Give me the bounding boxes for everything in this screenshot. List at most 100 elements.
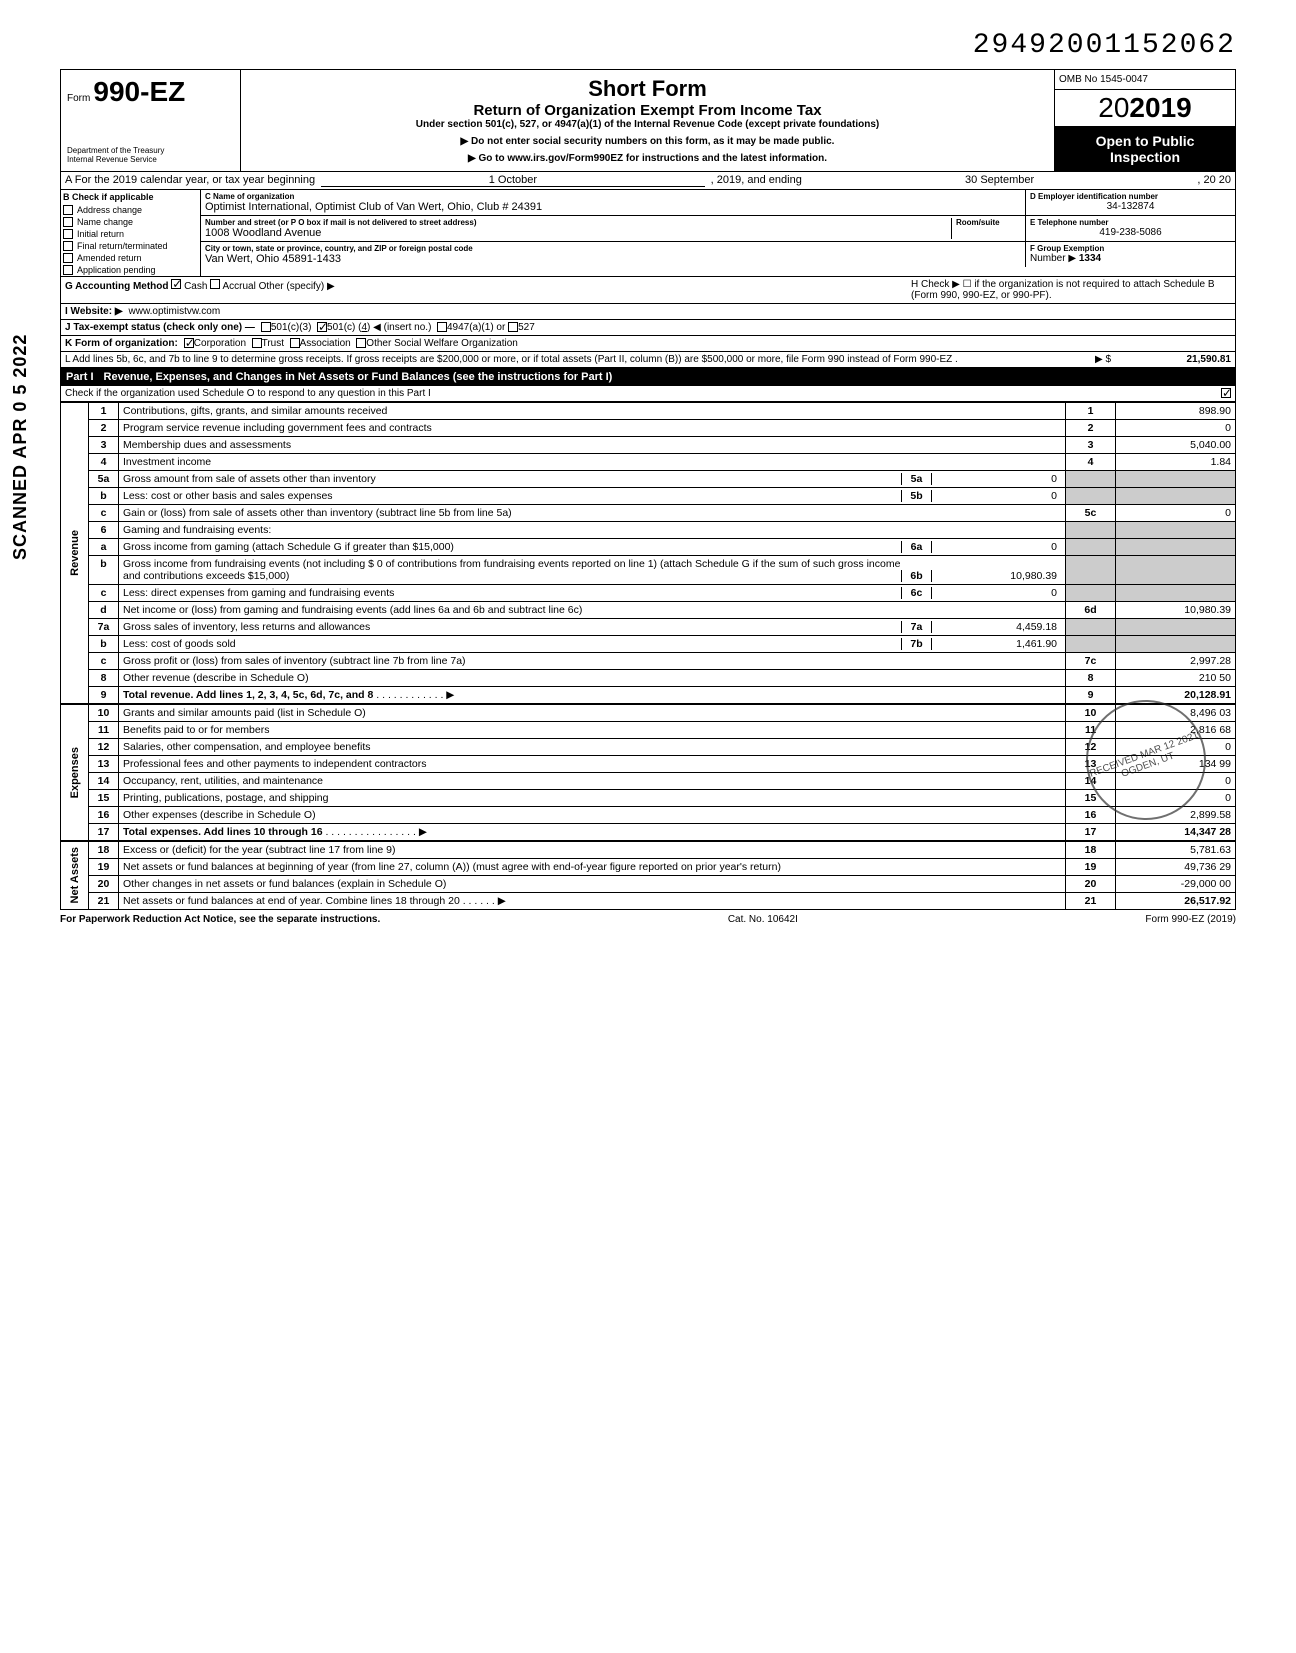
chk-label: Application pending — [77, 265, 156, 275]
chk-cash[interactable] — [171, 279, 181, 289]
line-amt[interactable]: 5,040.00 — [1116, 437, 1236, 454]
line-5c: cGain or (loss) from sale of assets othe… — [89, 505, 1236, 522]
line-amt[interactable]: -29,000 00 — [1116, 876, 1236, 893]
group-number-label: Number ▶ — [1030, 253, 1076, 264]
year-val: 2019 — [1129, 92, 1191, 123]
group-number[interactable]: 1334 — [1079, 253, 1101, 264]
line-desc: Other changes in net assets or fund bala… — [119, 876, 1066, 893]
website-value[interactable]: www.optimistvw.com — [129, 306, 221, 317]
line-l-text: L Add lines 5b, 6c, and 7b to line 9 to … — [65, 354, 1051, 365]
chk-address-change[interactable]: Address change — [61, 204, 200, 216]
room-label: Room/suite — [956, 218, 1021, 227]
line-col: 15 — [1066, 790, 1116, 807]
line-5a: 5aGross amount from sale of assets other… — [89, 471, 1236, 488]
4947-label: 4947(a)(1) or — [447, 322, 505, 333]
gross-receipts[interactable]: 21,590.81 — [1111, 354, 1231, 365]
chk-accrual[interactable] — [210, 279, 220, 289]
inner-amt[interactable]: 0 — [932, 541, 1061, 553]
line-amt[interactable]: 898.90 — [1116, 403, 1236, 420]
line-amt[interactable]: 2,899.58 — [1116, 807, 1236, 824]
org-city[interactable]: Van Wert, Ohio 45891-1433 — [205, 253, 1021, 265]
org-address[interactable]: 1008 Woodland Avenue — [205, 227, 951, 239]
chk-corp[interactable] — [184, 338, 194, 348]
chk-trust[interactable] — [252, 338, 262, 348]
line-20: 20Other changes in net assets or fund ba… — [89, 876, 1236, 893]
col-b-header: B Check if applicable — [61, 190, 200, 204]
line-amt[interactable]: 14,347 28 — [1116, 824, 1236, 841]
chk-501c3[interactable] — [261, 322, 271, 332]
line-desc: Professional fees and other payments to … — [119, 756, 1066, 773]
chk-application-pending[interactable]: Application pending — [61, 264, 200, 276]
line-3: 3Membership dues and assessments35,040.0… — [89, 437, 1236, 454]
line-amt[interactable]: 49,736 29 — [1116, 859, 1236, 876]
inner-amt[interactable]: 0 — [932, 473, 1061, 485]
line-amt[interactable]: 2,816 68 — [1116, 722, 1236, 739]
part1-schedule-o-check[interactable] — [1221, 388, 1231, 398]
line-11: 11Benefits paid to or for members112,816… — [89, 722, 1236, 739]
part1-header: Part I Revenue, Expenses, and Changes in… — [60, 368, 1236, 386]
line-7b: bLess: cost of goods sold7b1,461.90 — [89, 636, 1236, 653]
gray-cell — [1066, 556, 1116, 585]
line-amt[interactable]: 0 — [1116, 505, 1236, 522]
line-col: 10 — [1066, 705, 1116, 722]
chk-4947[interactable] — [437, 322, 447, 332]
line-amt[interactable]: 0 — [1116, 773, 1236, 790]
chk-501c[interactable] — [317, 322, 327, 332]
part1-num: Part I — [66, 371, 94, 383]
footer-left: For Paperwork Reduction Act Notice, see … — [60, 914, 380, 925]
chk-amended-return[interactable]: Amended return — [61, 252, 200, 264]
line-amt[interactable]: 20,128.91 — [1116, 687, 1236, 704]
chk-name-change[interactable]: Name change — [61, 216, 200, 228]
line-amt[interactable]: 1.84 — [1116, 454, 1236, 471]
line-amt[interactable]: 210 50 — [1116, 670, 1236, 687]
gray-cell — [1116, 636, 1236, 653]
line-col: 4 — [1066, 454, 1116, 471]
line-num: 14 — [89, 773, 119, 790]
inner-amt[interactable]: 1,461.90 — [932, 638, 1061, 650]
line-num: 16 — [89, 807, 119, 824]
line-amt[interactable]: 26,517.92 — [1116, 893, 1236, 910]
chk-527[interactable] — [508, 322, 518, 332]
line-num: 19 — [89, 859, 119, 876]
line-15: 15Printing, publications, postage, and s… — [89, 790, 1236, 807]
tax-end[interactable]: 30 September — [808, 174, 1192, 187]
other-org-value[interactable]: Social Welfare Organization — [394, 338, 518, 349]
line-col: 19 — [1066, 859, 1116, 876]
line-amt[interactable]: 0 — [1116, 790, 1236, 807]
inner-amt[interactable]: 0 — [932, 490, 1061, 502]
gray-cell — [1066, 522, 1116, 539]
corp-label: Corporation — [194, 338, 246, 349]
line-amt[interactable]: 8,496 03 — [1116, 705, 1236, 722]
inner-amt[interactable]: 0 — [932, 587, 1061, 599]
line-col: 21 — [1066, 893, 1116, 910]
line-6: 6Gaming and fundraising events: — [89, 522, 1236, 539]
line-num: 15 — [89, 790, 119, 807]
chk-final-return[interactable]: Final return/terminated — [61, 240, 200, 252]
chk-other-org[interactable] — [356, 338, 366, 348]
line-amt[interactable]: 0 — [1116, 739, 1236, 756]
line-amt[interactable]: 5,781.63 — [1116, 842, 1236, 859]
line-desc: Benefits paid to or for members — [119, 722, 1066, 739]
chk-assoc[interactable] — [290, 338, 300, 348]
line-amt[interactable]: 0 — [1116, 420, 1236, 437]
org-name[interactable]: Optimist International, Optimist Club of… — [205, 201, 1021, 213]
ein-value[interactable]: 34-132874 — [1030, 201, 1231, 212]
line-col: 5c — [1066, 505, 1116, 522]
inner-col: 5b — [902, 490, 932, 502]
other-org-label: Other — [366, 338, 391, 349]
line-amt[interactable]: 2,997.28 — [1116, 653, 1236, 670]
cash-label: Cash — [184, 281, 207, 292]
line-amt[interactable]: 10,980.39 — [1116, 602, 1236, 619]
line-7a: 7aGross sales of inventory, less returns… — [89, 619, 1236, 636]
inner-col: 7a — [902, 621, 932, 633]
chk-initial-return[interactable]: Initial return — [61, 228, 200, 240]
inner-amt[interactable]: 10,980.39 — [932, 570, 1061, 582]
line-amt[interactable]: 134 99 — [1116, 756, 1236, 773]
tax-begin[interactable]: 1 October — [321, 174, 705, 187]
inner-amt[interactable]: 4,459.18 — [932, 621, 1061, 633]
phone-value[interactable]: 419-238-5086 — [1030, 227, 1231, 238]
page-footer: For Paperwork Reduction Act Notice, see … — [60, 910, 1236, 929]
501c-end: ) ◀ (insert no.) — [367, 322, 431, 333]
accrual-label: Accrual — [222, 281, 255, 292]
line-19: 19Net assets or fund balances at beginni… — [89, 859, 1236, 876]
